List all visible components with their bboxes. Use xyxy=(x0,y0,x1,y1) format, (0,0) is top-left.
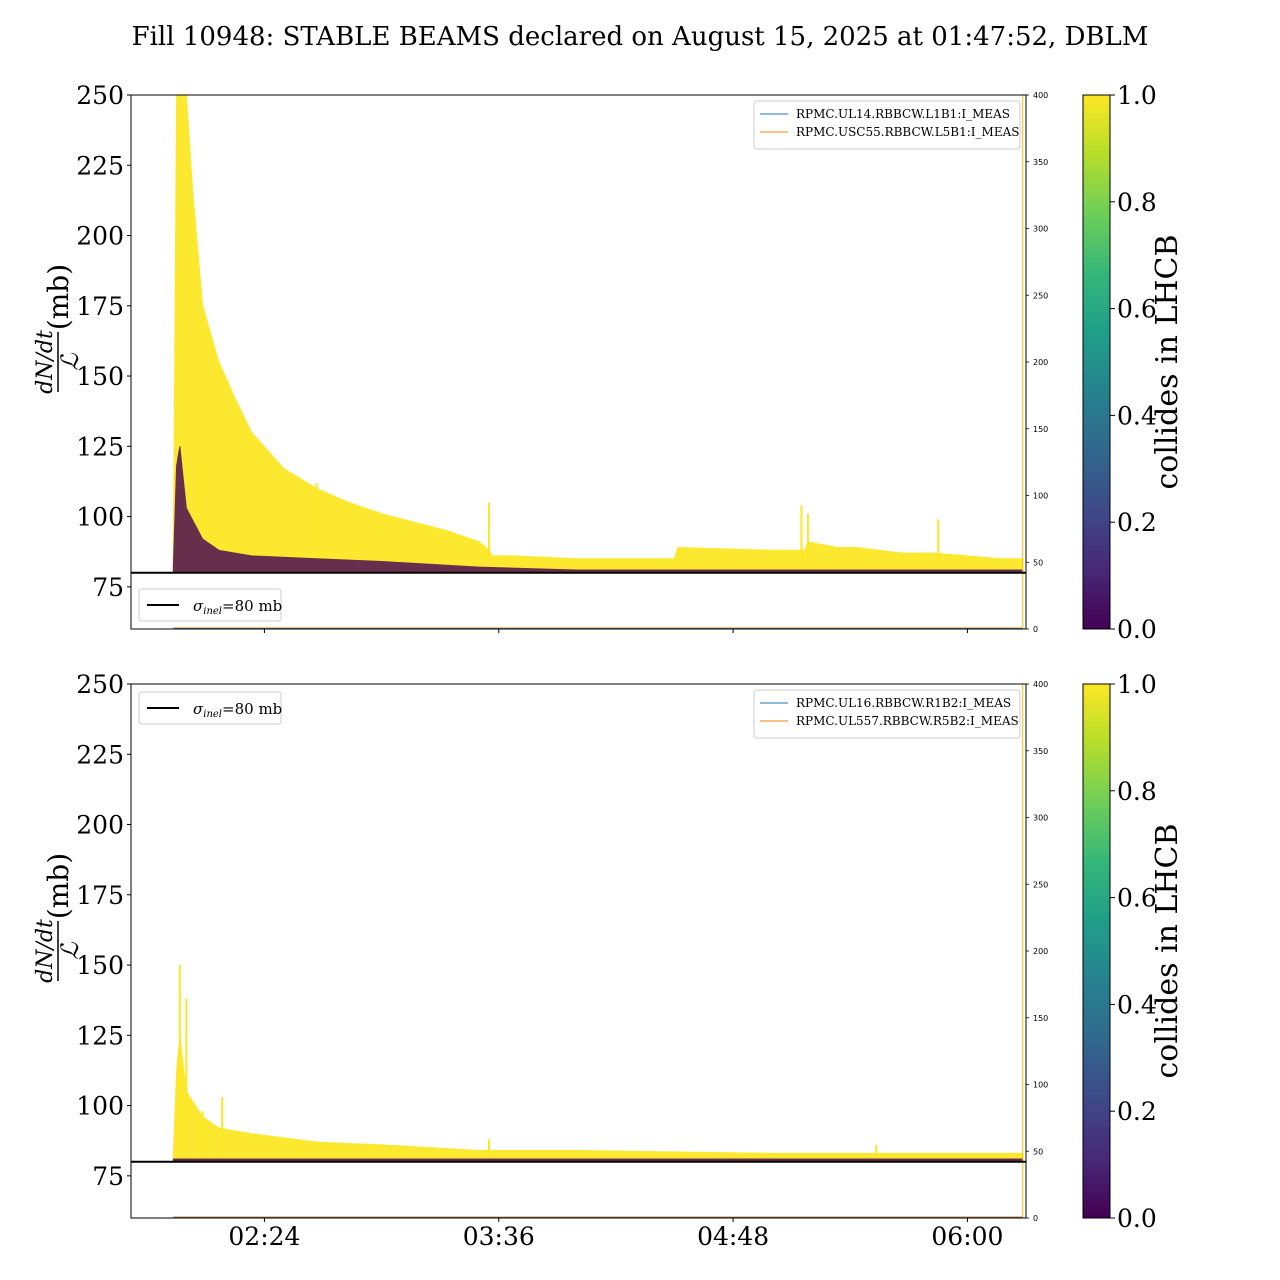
secondary-ytick-label: 150 xyxy=(1033,1014,1048,1023)
sigma-value: =80 mb xyxy=(222,700,282,718)
ytick-label: 150 xyxy=(76,362,124,391)
plot-area xyxy=(172,684,1024,1218)
secondary-ytick-label: 300 xyxy=(1033,225,1048,234)
reference-legend-label: σinel=80 mb xyxy=(193,597,282,617)
y-axis-label: dN/dtℒ (mb) xyxy=(33,264,84,394)
colorbar-tick-label: 0.2 xyxy=(1117,1097,1157,1126)
ytick-label: 225 xyxy=(76,740,124,769)
legend-label-1: RPMC.UL14.RBBCW.L1B1:I_MEAS xyxy=(796,107,1010,121)
ytick-label: 250 xyxy=(76,670,124,699)
ytick-label: 100 xyxy=(76,1092,124,1121)
ytick-label: 200 xyxy=(76,222,124,251)
colorbar-tick-label: 0.4 xyxy=(1117,401,1157,430)
colorbar-tick-label: 0.2 xyxy=(1117,508,1157,537)
y-axis-label: dN/dtℒ (mb) xyxy=(33,853,84,983)
secondary-ytick-label: 400 xyxy=(1033,680,1048,689)
legend-box xyxy=(138,588,282,622)
xtick-label: 02:24 xyxy=(228,1222,300,1251)
secondary-ytick-label: 250 xyxy=(1033,291,1048,300)
secondary-ytick-label: 100 xyxy=(1033,492,1048,501)
colorbar: 0.0 0.2 0.4 0.6 0.8 1.0 collides in LHCB xyxy=(1082,670,1185,1233)
colorbar-tick-label: 0.8 xyxy=(1117,777,1157,806)
secondary-ytick-label: 250 xyxy=(1033,880,1048,889)
colorbar-tick-label: 0.4 xyxy=(1117,990,1157,1019)
reference-legend-label: σinel=80 mb xyxy=(193,700,282,720)
ylabel-denominator: ℒ xyxy=(56,353,84,371)
legend-box xyxy=(138,691,282,725)
secondary-ytick-label: 50 xyxy=(1033,1147,1043,1156)
secondary-ytick-label: 200 xyxy=(1033,358,1048,367)
plot-area xyxy=(172,95,1024,629)
legend-label-2: RPMC.UL557.RBBCW.R5B2:I_MEAS xyxy=(796,714,1019,728)
reference-legend: σinel=80 mb xyxy=(138,691,282,725)
secondary-ytick-label: 300 xyxy=(1033,814,1048,823)
ytick-label: 75 xyxy=(92,1162,124,1191)
colorbar-tick-label: 0.0 xyxy=(1117,1204,1157,1233)
secondary-ytick-label: 350 xyxy=(1033,158,1048,167)
colorbar-tick-label: 1.0 xyxy=(1117,670,1157,699)
ylabel-numerator: dN/dt xyxy=(33,919,58,983)
ytick-label: 200 xyxy=(76,811,124,840)
ylabel-denominator: ℒ xyxy=(56,942,84,960)
ylabel-unit: (mb) xyxy=(42,853,75,919)
ytick-label: 150 xyxy=(76,951,124,980)
secondary-ytick-label: 50 xyxy=(1033,558,1043,567)
ylabel-unit: (mb) xyxy=(42,264,75,330)
ytick-label: 75 xyxy=(92,573,124,602)
sigma-value: =80 mb xyxy=(222,597,282,615)
legend-box xyxy=(753,100,1021,150)
colorbar-label: collides in LHCB xyxy=(1150,823,1185,1078)
ytick-label: 125 xyxy=(76,432,124,461)
colorbar: 0.0 0.2 0.4 0.6 0.8 1.0 collides in LHCB xyxy=(1082,81,1185,644)
series-legend: RPMC.UL16.RBBCW.R1B2:I_MEAS RPMC.UL557.RB… xyxy=(753,689,1021,739)
xtick-label: 06:00 xyxy=(931,1222,1003,1251)
secondary-ytick-label: 150 xyxy=(1033,425,1048,434)
colorbar-tick-label: 0.0 xyxy=(1117,615,1157,644)
sigma-subscript: inel xyxy=(203,606,222,617)
ytick-label: 175 xyxy=(76,881,124,910)
secondary-ytick-label: 0 xyxy=(1033,1214,1038,1223)
ylabel-numerator: dN/dt xyxy=(33,330,58,394)
ytick-label: 175 xyxy=(76,292,124,321)
sigma-symbol: σ xyxy=(193,597,204,615)
reference-legend: σinel=80 mb xyxy=(138,588,282,622)
secondary-ytick-label: 350 xyxy=(1033,747,1048,756)
panel-1: 75 100 125 150 175 200 225 250 0 50 100 150 200 250 30… xyxy=(33,81,1185,644)
colorbar-tick-label: 0.8 xyxy=(1117,188,1157,217)
secondary-ytick-label: 100 xyxy=(1033,1081,1048,1090)
ytick-label: 125 xyxy=(76,1021,124,1050)
colorbar-tick-label: 1.0 xyxy=(1117,81,1157,110)
colorbar-tick-label: 0.6 xyxy=(1117,884,1157,913)
figure-title: Fill 10948: STABLE BEAMS declared on Aug… xyxy=(132,22,1149,52)
sigma-symbol: σ xyxy=(193,700,204,718)
ytick-label: 250 xyxy=(76,81,124,110)
panel-2: 75 100 125 150 175 200 225 250 0 50 100 150 200 250 30… xyxy=(33,670,1185,1251)
ytick-label: 225 xyxy=(76,151,124,180)
ytick-label: 100 xyxy=(76,503,124,532)
colorbar-tick-label: 0.6 xyxy=(1117,295,1157,324)
secondary-ytick-label: 0 xyxy=(1033,625,1038,634)
legend-box xyxy=(753,689,1021,739)
sigma-subscript: inel xyxy=(203,709,222,720)
xtick-label: 03:36 xyxy=(463,1222,535,1251)
yellow-loss-envelope xyxy=(172,95,1024,574)
secondary-ytick-label: 400 xyxy=(1033,91,1048,100)
colorbar-label: collides in LHCB xyxy=(1150,234,1185,489)
colorbar-gradient xyxy=(1082,94,1111,630)
dark-loss-envelope xyxy=(172,446,1024,574)
colorbar-gradient xyxy=(1082,683,1111,1219)
series-legend: RPMC.UL14.RBBCW.L1B1:I_MEAS RPMC.USC55.RB… xyxy=(753,100,1021,150)
legend-label-1: RPMC.UL16.RBBCW.R1B2:I_MEAS xyxy=(796,696,1011,710)
xtick-label: 04:48 xyxy=(697,1222,769,1251)
secondary-ytick-label: 200 xyxy=(1033,947,1048,956)
legend-label-2: RPMC.USC55.RBBCW.L5B1:I_MEAS xyxy=(796,125,1019,139)
yellow-loss-envelope xyxy=(172,1035,1024,1163)
